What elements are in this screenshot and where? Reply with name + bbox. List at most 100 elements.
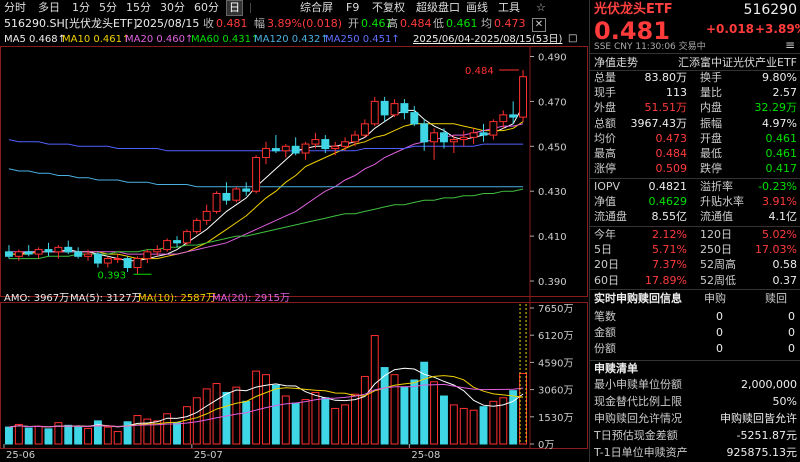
- candle-body: [341, 141, 350, 147]
- vol-ma5-legend: MA(5): 3127万: [70, 293, 142, 304]
- volume-bar: [509, 390, 518, 445]
- candle-body: [281, 145, 290, 152]
- tab-15min[interactable]: 15分: [126, 1, 151, 14]
- tab-60min[interactable]: 60分: [194, 1, 219, 14]
- tab-timeshare[interactable]: 分时: [4, 1, 26, 14]
- stat-label: 开盘: [700, 131, 722, 145]
- amo-legend: AMO: 3967万: [4, 293, 70, 304]
- volume-bar: [103, 426, 112, 445]
- low-value: 0.461: [446, 17, 478, 30]
- price-tick-label: 0.470: [538, 97, 567, 108]
- ma20-legend: MA20 0.460↑: [125, 34, 194, 45]
- security-title: 光伏龙头ETF: [594, 2, 673, 17]
- sr-row-value: 0: [716, 342, 723, 355]
- volume-bar: [173, 422, 181, 445]
- menu-icon[interactable]: ≡: [784, 38, 795, 52]
- volume-tick-label: 0万: [538, 440, 554, 451]
- nav-trend-link[interactable]: 净值走势: [594, 56, 638, 69]
- volume-bar: [64, 424, 73, 445]
- volume-bar: [271, 384, 280, 445]
- security-code-large: 516290: [743, 2, 797, 18]
- kline-chart[interactable]: 0.490 0.470 0.450 0.430 0.410 0.390 7650万 6120万…: [0, 46, 588, 462]
- candle-body: [262, 148, 270, 159]
- ma120-line: [8, 168, 524, 188]
- volume-bar: [459, 407, 468, 445]
- volume-bar: [153, 420, 162, 445]
- candle-body: [271, 148, 280, 152]
- candle-body: [222, 192, 231, 201]
- volume-bar: [449, 404, 458, 445]
- candle-body: [252, 157, 261, 192]
- tools-button[interactable]: 工具: [498, 1, 520, 14]
- volume-bar: [400, 386, 409, 445]
- candle-body: [153, 249, 162, 253]
- volume-bar: [410, 379, 419, 445]
- bar-date: 2025/08/15: [136, 17, 200, 30]
- volume-bar: [321, 397, 330, 445]
- tab-5min[interactable]: 5分: [99, 1, 117, 14]
- f9-button[interactable]: F9: [346, 1, 360, 14]
- candle-body: [93, 253, 102, 264]
- stat-value: 0.484: [655, 147, 688, 160]
- sr-list-label: 申购赎回允许情况: [594, 412, 682, 425]
- close-label: 收: [203, 17, 214, 30]
- stat-label: 溢折率: [700, 180, 733, 193]
- stat-label: 外盘: [594, 101, 616, 115]
- candle-body: [291, 145, 300, 154]
- volume-bar: [232, 386, 241, 445]
- close-icon[interactable]: ✕: [532, 18, 546, 32]
- tab-30min[interactable]: 30分: [160, 1, 185, 14]
- tab-1min[interactable]: 1分: [72, 1, 90, 14]
- ma120-legend: MA120 0.432↑: [254, 34, 329, 45]
- volume-tick-label: 1530万: [538, 413, 573, 424]
- sr-list-label: T-1日单位申赎资产: [594, 446, 688, 459]
- tab-multi-day[interactable]: 多日: [38, 1, 60, 14]
- candle-body: [182, 231, 191, 244]
- composite-screen-button[interactable]: 综合屏: [300, 1, 333, 14]
- volume-pane-frame: [0, 302, 588, 449]
- stat-value: 0.417: [765, 162, 798, 176]
- stat-value: 8.55亿: [651, 210, 688, 224]
- volume-bar: [202, 388, 211, 445]
- volume-bar: [420, 361, 429, 445]
- candle-body: [173, 240, 181, 244]
- stat-label: 52周高: [700, 258, 736, 272]
- candle-body: [202, 210, 211, 221]
- stat-label: 最高: [594, 147, 616, 160]
- volume-bar: [93, 420, 102, 445]
- stat-value: 0.4821: [648, 180, 688, 193]
- stat-value: 0.4629: [648, 195, 688, 209]
- stat-label: 最低: [700, 147, 722, 160]
- stat-value: 5.02%: [762, 228, 797, 241]
- tab-daily[interactable]: 日: [226, 0, 243, 16]
- candle-body: [331, 145, 340, 150]
- candle-body: [34, 249, 43, 255]
- stat-value: 17.89%: [645, 273, 687, 287]
- super-quote-button[interactable]: 超级盘口: [416, 1, 460, 14]
- sr-row-label: 份额: [594, 342, 616, 355]
- volume-bar: [519, 372, 528, 445]
- no-adjust-button[interactable]: 不复权: [372, 1, 405, 14]
- sr-header-red: 赎回: [765, 292, 787, 305]
- volume-tick-label: 7650万: [538, 304, 573, 315]
- date-range[interactable]: 2025/06/04-2025/08/15(53日): [413, 34, 563, 45]
- stat-value: 0.473: [655, 131, 688, 145]
- volume-bar: [281, 395, 290, 445]
- sr-row-value: 0: [788, 342, 795, 355]
- fund-name: 汇添富中证光伏产业ETF: [678, 56, 797, 69]
- volume-bar: [479, 406, 488, 445]
- stat-value: 3967.43万: [630, 116, 688, 130]
- collapse-icon[interactable]: □: [568, 33, 578, 44]
- sr-list-label: T日预估现金差额: [594, 429, 678, 442]
- volume-tick-label: 3060万: [538, 386, 573, 397]
- stat-label: 振幅: [700, 116, 722, 130]
- stat-value: 9.80%: [762, 71, 797, 84]
- ma5-legend: MA5 0.468↑: [4, 34, 67, 45]
- volume-bar: [113, 431, 122, 445]
- stat-label: 量比: [700, 86, 722, 100]
- price-tick-label: 0.450: [538, 142, 567, 153]
- star-icon[interactable]: ☆: [536, 1, 546, 14]
- draw-line-button[interactable]: 画线: [466, 1, 488, 14]
- sr-list-title: 申赎清单: [594, 362, 638, 375]
- stat-value: 113: [666, 86, 687, 100]
